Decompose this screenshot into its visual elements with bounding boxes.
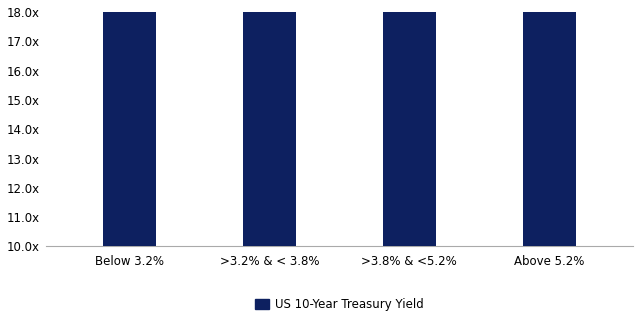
Bar [103, 0, 156, 246]
Legend: US 10-Year Treasury Yield: US 10-Year Treasury Yield [250, 293, 428, 316]
Bar [243, 0, 296, 246]
Bar [383, 0, 436, 246]
Bar [523, 0, 576, 246]
